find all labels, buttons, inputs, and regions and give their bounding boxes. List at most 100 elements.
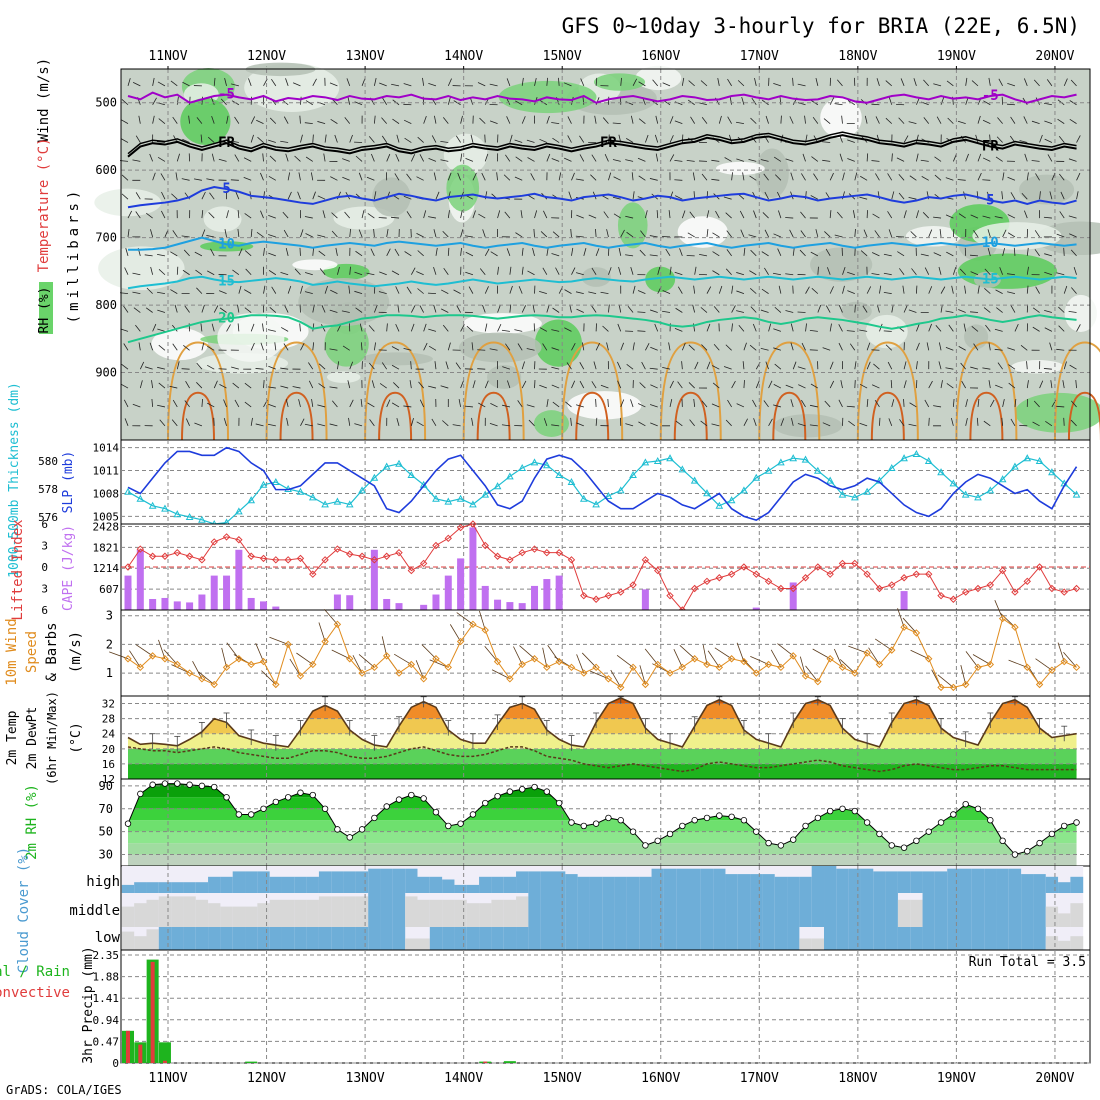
contour-label: FR [218,135,235,151]
wind-barb [933,216,942,219]
wind-barb [497,210,501,219]
wind-barb [916,153,919,162]
cape-bar [900,591,908,610]
wind-barb [773,347,782,351]
cloud-middle [392,893,406,927]
wind-barb [348,417,351,426]
wind-barb [813,173,819,181]
cloud-middle [688,893,702,927]
thickness-point [949,479,958,487]
cloud-low [429,927,443,950]
wind-barb [170,80,178,87]
wind-barb [677,286,683,294]
wind-barb [158,639,166,659]
wind-speed-point [900,623,908,631]
wind-barb [152,97,157,105]
precip-total-bar [158,1042,171,1063]
cloud-high [676,868,690,893]
wind-barb [404,251,412,257]
wind-barb [564,157,572,162]
wind-barb [294,155,301,162]
wind-barb [355,250,363,257]
wind-barb [1039,191,1041,200]
cloud-middle [873,893,887,927]
cape-bar [444,575,452,610]
li-point [407,566,416,575]
wind-barb [842,172,845,181]
wind-barb [753,210,757,219]
wind-barb [1057,642,1065,662]
rh-point [297,789,304,796]
wind-barb [640,230,646,238]
wind-barb [575,235,584,238]
wind-barb [127,228,130,238]
cloud-middle [355,896,369,927]
wind-barb [539,291,547,295]
wind-barb [1058,306,1065,313]
wind-barb [897,251,905,257]
wind-barb [317,121,326,125]
cloud-middle [306,899,320,927]
y-tick-label: 0.47 [93,1035,120,1048]
wind-barb [957,120,966,125]
cape-bar [531,585,539,610]
wind-barb [873,363,880,370]
wind-barb [171,664,190,674]
cloud-low [368,927,382,950]
thickness-point [370,473,379,481]
wind-barb [669,266,672,275]
wind-barb [669,399,673,408]
cloud-low [787,927,800,950]
wind-barb [410,267,416,275]
rh-shade [360,352,433,366]
wind-barb [452,424,461,427]
rh-point [839,805,846,812]
wind-barb [903,305,908,313]
cape-bar [260,601,268,610]
wind-barb [994,600,1003,619]
wind-barb [692,172,696,181]
wind-barb [558,172,562,181]
li-point [838,559,847,568]
li-point [653,566,662,575]
wind-barb [305,100,313,106]
wind-barb [945,346,954,351]
wind-barb [447,78,452,87]
wind-barb [496,172,498,181]
wind-barb [443,267,449,275]
wind-barb [797,102,806,106]
wind-barb [854,228,856,237]
wind-barb [285,153,289,162]
wind-barb [1035,97,1040,105]
wind-barb [632,342,635,351]
cloud-low [171,927,184,950]
cloud-low [1021,927,1034,950]
wind-barb [489,120,498,125]
wind-barb [755,380,760,389]
cloud-middle [195,899,209,927]
rh-point [223,794,230,801]
wind-barb [798,384,806,389]
wind-barb [840,380,843,389]
cloud-high [528,871,542,893]
wind-barb [575,272,584,276]
wind-barb [552,401,560,408]
wind-barb [618,304,622,313]
wind-barb [360,342,363,351]
wind-barb [965,153,969,162]
wind-barb [479,610,486,631]
wind-barb [805,665,819,682]
li-point [617,588,625,596]
wind-barb [940,97,945,105]
wind-barb [505,154,511,162]
wind-barb [608,304,610,313]
wind-barb [371,380,375,389]
cloud-low [589,927,603,950]
wind-barb [551,158,560,162]
cloud-low [405,938,418,950]
cloud-high [429,876,443,893]
wind-barb [846,405,855,408]
wind-barb [1043,216,1052,219]
wind-barb [300,285,303,294]
wind-barb [800,230,806,238]
